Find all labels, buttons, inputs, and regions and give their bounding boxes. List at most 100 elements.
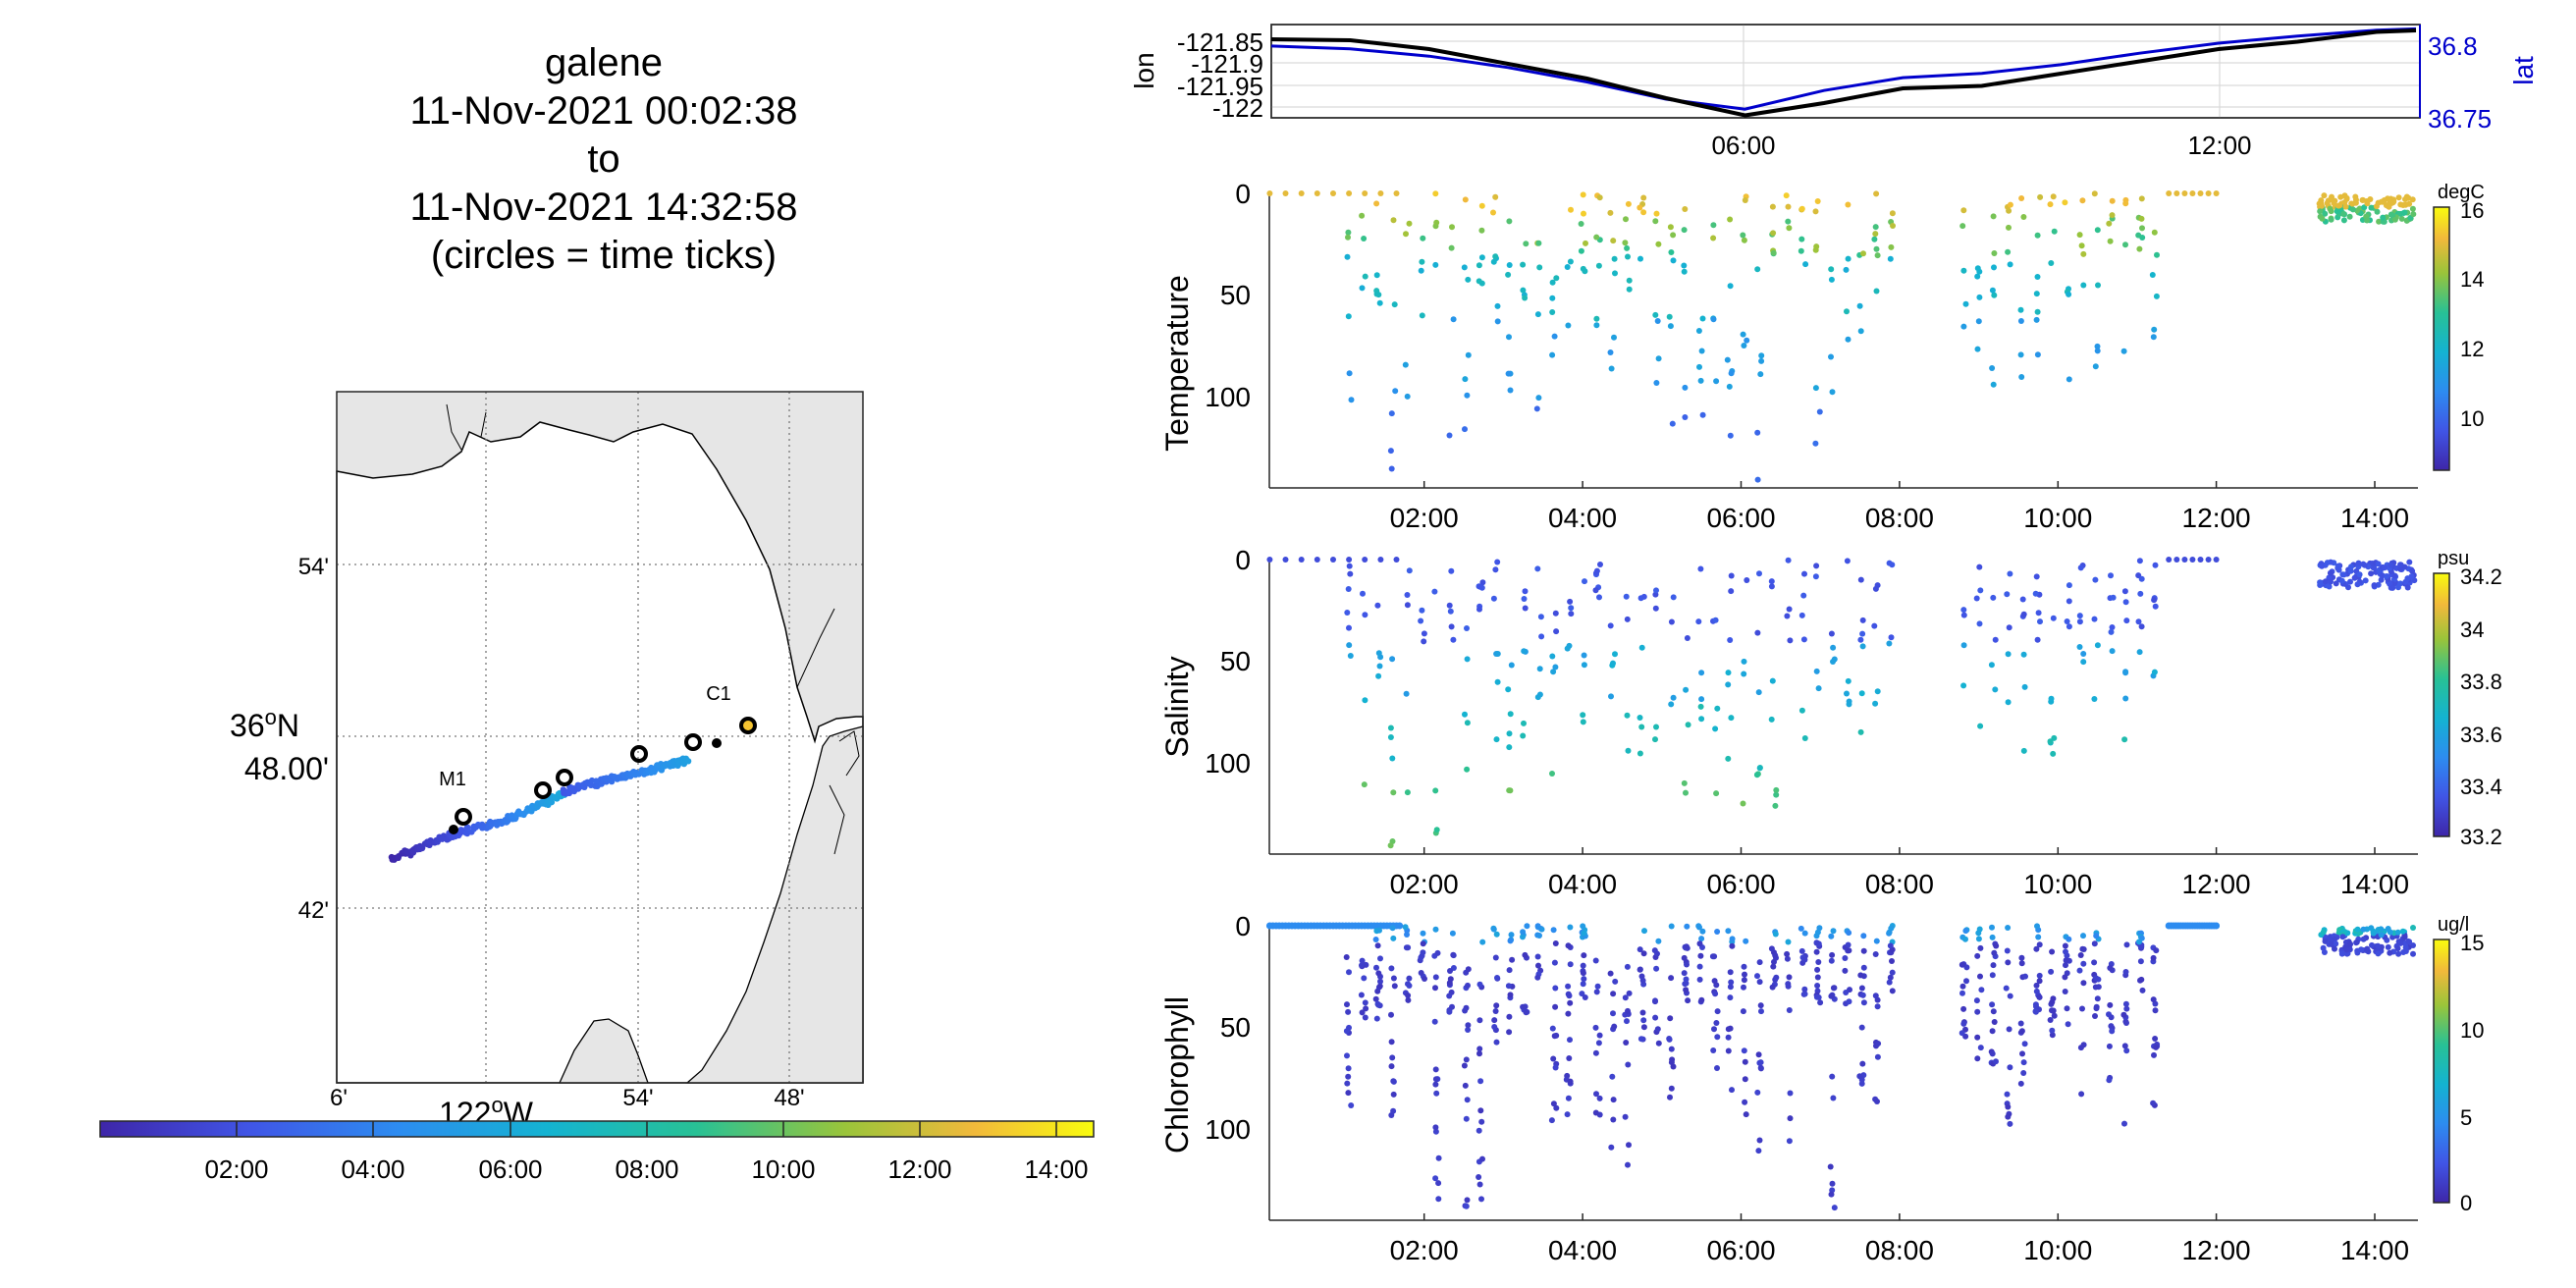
profile-point: [2019, 596, 2026, 603]
profile-point: [1798, 612, 1805, 618]
profile-point: [1461, 264, 1468, 271]
sal-cb-tick: 33.4: [2460, 775, 2502, 799]
profile-ytick: 100: [1205, 382, 1251, 412]
profile-point: [2051, 734, 2058, 741]
profile-point: [2077, 1045, 2084, 1051]
profile-point: [2004, 1091, 2011, 1098]
profile-point: [1374, 942, 1381, 949]
profile-point: [1462, 196, 1469, 203]
profile-point: [2079, 945, 2086, 952]
profile-point: [1608, 365, 1615, 372]
profile-point: [2005, 925, 2012, 931]
profile-point: [1725, 755, 1732, 762]
profile-point: [1653, 210, 1660, 217]
inset-point: [2347, 578, 2353, 585]
profile-point: [1505, 686, 1512, 693]
profile-point: [1813, 563, 1820, 569]
profile-point: [1655, 355, 1662, 362]
map-south-coast: [558, 1018, 649, 1084]
profile-point: [1755, 1148, 1762, 1154]
inset-point: [2398, 215, 2405, 222]
profile-point: [1786, 606, 1793, 613]
profile-point: [1960, 1020, 1967, 1027]
profile-point: [1362, 999, 1368, 1006]
profile-point: [1976, 294, 1983, 300]
profile-point: [1465, 351, 1472, 358]
inset-point: [2318, 200, 2325, 206]
profile-point: [1742, 1099, 1748, 1105]
profile-point: [1534, 565, 1541, 572]
chlorophyll-unit: ug/l: [2438, 914, 2469, 936]
profile-point: [1564, 1111, 1571, 1118]
profile-point: [1404, 393, 1411, 400]
profile-point: [1683, 987, 1690, 993]
profile-point: [1521, 720, 1527, 726]
profile-point: [1696, 976, 1703, 983]
profile-point: [1725, 681, 1732, 688]
profile-xtick-label: 06:00: [1706, 503, 1775, 533]
profile-point: [1432, 1081, 1439, 1088]
profile-point: [1975, 930, 1982, 937]
station-c1-marker: [712, 738, 722, 748]
profile-point: [1553, 628, 1560, 635]
profile-point: [1524, 923, 1530, 930]
profile-point: [2032, 590, 2039, 597]
profile-point: [1872, 951, 1879, 957]
profile-point: [1991, 292, 1998, 298]
profile-point: [1359, 285, 1366, 292]
profile-point: [2005, 651, 2012, 658]
profile-point: [2077, 952, 2084, 958]
inset-point: [2410, 925, 2416, 931]
profile-point: [2033, 316, 2040, 323]
profile-point: [1507, 938, 1514, 944]
profile-ytick: 50: [1220, 280, 1251, 310]
profile-point: [1535, 962, 1541, 969]
profile-point: [1754, 429, 1761, 436]
profile-point: [1960, 207, 1967, 214]
map-lon-tick-48: 48': [774, 1085, 804, 1111]
profile-point: [1959, 961, 1965, 968]
profile-point: [2106, 1043, 2113, 1049]
profile-point: [1363, 1005, 1369, 1012]
profile-point: [1785, 939, 1792, 945]
profile-point: [1580, 719, 1586, 725]
profile-point: [2136, 558, 2143, 564]
profile-point: [1493, 1039, 1500, 1046]
profile-point: [2153, 1044, 2160, 1050]
profile-point: [1989, 365, 1996, 371]
profile-point: [1873, 190, 1880, 197]
profile-point: [1505, 983, 1512, 990]
lonlat-xtick: 06:00: [1711, 131, 1775, 160]
profile-point: [1769, 984, 1776, 991]
profile-point: [1479, 579, 1486, 586]
profile-point: [1830, 928, 1837, 935]
inset-point: [2339, 571, 2346, 578]
profile-point: [2004, 591, 2011, 598]
profile-point: [1698, 696, 1705, 703]
inset-point: [2402, 201, 2409, 208]
profile-point: [1754, 1089, 1761, 1096]
profile-point: [1446, 432, 1453, 439]
profile-point: [1549, 279, 1556, 286]
profile-point: [1886, 979, 1893, 986]
profile-point: [1711, 1026, 1717, 1033]
profile-point: [1390, 1107, 1397, 1114]
profile-point: [1989, 924, 1995, 931]
profile-point: [2017, 351, 2024, 358]
profile-point: [1390, 935, 1397, 941]
inset-point: [2322, 938, 2329, 944]
profile-point: [1476, 981, 1483, 988]
profile-point: [1990, 381, 1997, 388]
inset-point: [2391, 216, 2398, 223]
profile-point: [1506, 967, 1513, 974]
profile-point: [2066, 376, 2072, 383]
profile-xtick-label: 10:00: [2023, 869, 2092, 899]
profile-point: [1846, 947, 1852, 954]
profile-point: [1829, 1180, 1836, 1187]
time-cb-tick: 06:00: [478, 1154, 542, 1184]
profile-point: [1787, 1090, 1794, 1097]
profile-point: [1668, 1085, 1675, 1092]
profile-point: [1989, 972, 1996, 979]
profile-point: [1465, 1027, 1472, 1033]
